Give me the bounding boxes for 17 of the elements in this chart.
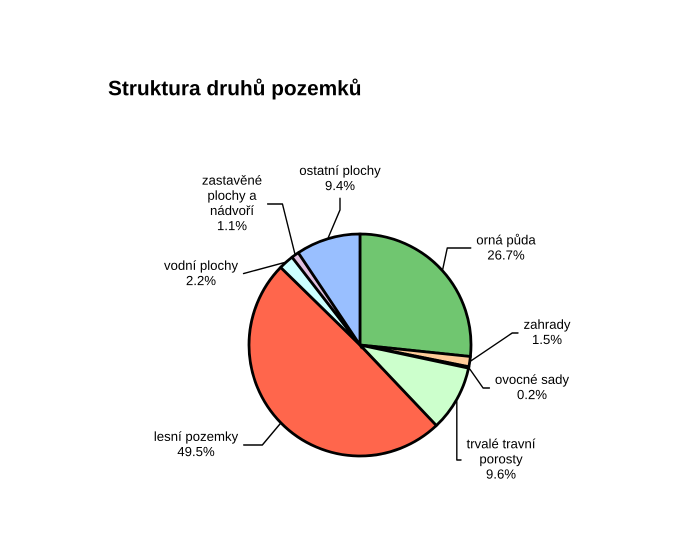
slice-label: orná půda [476,234,536,248]
slice-label: trvalé travní porosty [466,438,536,466]
chart-title: Struktura druhů pozemků [108,78,360,100]
slice-label: zahrady [524,319,570,332]
data-label: 1.5% [532,334,562,344]
slice-label: ovocné sady [496,374,570,387]
data-label: 49.5% [178,446,214,456]
data-label: 9.6% [486,469,516,479]
slice-label: lesní pozemky [154,431,238,444]
data-label: 26.7% [488,250,524,260]
slice-label: ostatní plochy [300,165,381,178]
data-label: 9.4% [326,180,355,190]
data-label: 0.2% [517,390,547,400]
slice-label: zastavěné plochy a nádvoří [202,174,262,216]
data-label: 1.1% [218,221,247,230]
slice-label: vodní plochy [164,260,238,273]
data-label: 2.2% [186,276,216,286]
